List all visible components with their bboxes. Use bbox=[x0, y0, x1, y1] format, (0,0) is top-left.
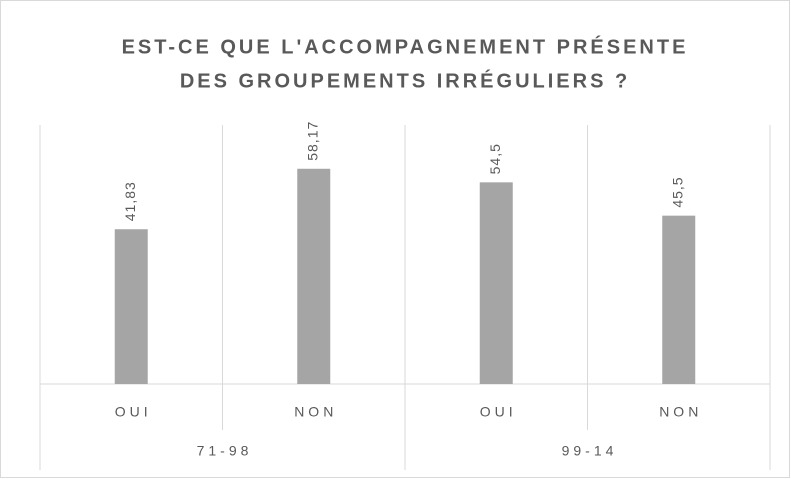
group-label: 99-14 bbox=[562, 443, 618, 459]
x-tick-label: OUI bbox=[480, 404, 517, 420]
data-label: 54,5 bbox=[487, 143, 503, 174]
chart-title-line: DES GROUPEMENTS IRRÉGULIERS ? bbox=[180, 69, 630, 92]
bar bbox=[297, 168, 331, 384]
chart-title-line: EST-CE QUE L'ACCOMPAGNEMENT PRÉSENTE bbox=[122, 35, 689, 58]
x-tick-label: NON bbox=[294, 404, 337, 420]
data-label: 45,5 bbox=[669, 176, 685, 207]
data-label: 58,17 bbox=[304, 121, 320, 161]
group-label: 71-98 bbox=[197, 443, 253, 459]
data-label: 41,83 bbox=[122, 181, 138, 221]
bar bbox=[114, 229, 148, 384]
bar bbox=[662, 215, 696, 384]
bar bbox=[479, 182, 513, 384]
x-tick-label: OUI bbox=[115, 404, 152, 420]
x-tick-label: NON bbox=[659, 404, 702, 420]
